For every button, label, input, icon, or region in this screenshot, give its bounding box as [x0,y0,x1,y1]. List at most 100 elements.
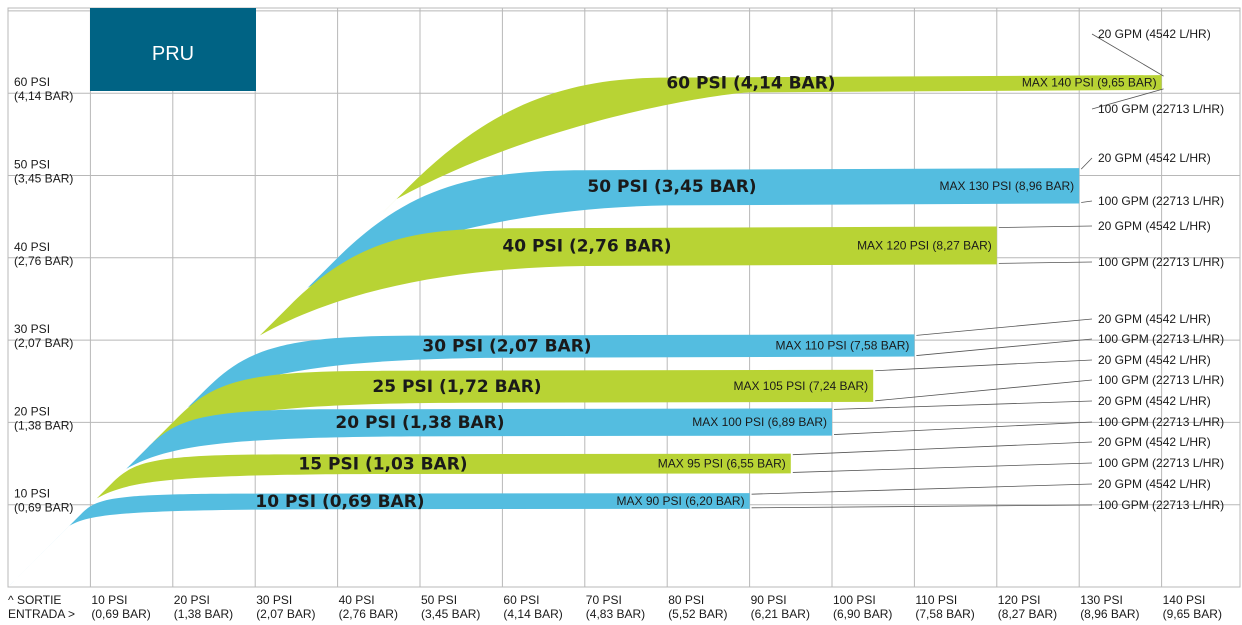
max-label-25: MAX 105 PSI (7,24 BAR) [733,379,868,393]
x-tick-label: 100 PSI [833,593,876,607]
x-tick-label-bar: (4,83 BAR) [586,607,645,621]
x-tick-label: 90 PSI [751,593,787,607]
leader-high-10 [751,504,1093,509]
brand-rect [90,8,256,91]
band-label-30: 30 PSI (2,07 BAR) [422,336,591,356]
flow-label-low-25: 20 GPM (4542 L/HR) [1098,353,1211,367]
band-label-40: 40 PSI (2,76 BAR) [502,236,671,256]
flow-label-low-30: 20 GPM (4542 L/HR) [1098,312,1211,326]
band-label-15: 15 PSI (1,03 BAR) [298,455,467,475]
x-tick-label: 120 PSI [998,593,1041,607]
x-tick-label-bar: (0,69 BAR) [91,607,150,621]
x-tick-label: 140 PSI [1163,593,1206,607]
flow-label-low-60: 20 GPM (4542 L/HR) [1098,27,1211,41]
plot-frame [7,7,1241,588]
x-tick-label-bar: (9,65 BAR) [1163,607,1222,621]
flow-label-high-60: 100 GPM (22713 L/HR) [1098,102,1224,116]
band-label-25: 25 PSI (1,72 BAR) [372,377,541,397]
y-tick-label: 20 PSI [14,404,50,418]
band-10-psi [8,493,750,587]
leader-low-20 [833,400,1093,410]
leader-low-15 [792,441,1093,456]
brand-label: PRU [152,43,194,65]
x-tick-label-bar: (2,76 BAR) [339,607,398,621]
chart-labels: 10 PSI (0,69 BAR) MAX 90 PSI (6,20 BAR) 20… [255,27,1224,512]
band-15-psi [8,453,791,587]
x-tick-label-bar: (1,38 BAR) [174,607,233,621]
max-label-60: MAX 140 PSI (9,65 BAR) [1022,76,1157,90]
flow-label-low-20: 20 GPM (4542 L/HR) [1098,394,1211,408]
y-tick-label: 30 PSI [14,322,50,336]
flow-label-high-50: 100 GPM (22713 L/HR) [1098,194,1224,208]
x-tick-label-bar: (6,21 BAR) [751,607,810,621]
x-tick-label-bar: (7,58 BAR) [915,607,974,621]
flow-label-high-15: 100 GPM (22713 L/HR) [1098,456,1224,470]
x-tick-label: 30 PSI [256,593,292,607]
band-label-10: 10 PSI (0,69 BAR) [255,492,424,512]
x-tick-label: 20 PSI [174,593,210,607]
x-tick-label-bar: (4,14 BAR) [503,607,562,621]
leader-low-50 [1080,157,1093,170]
band-40-psi [8,226,997,587]
x-tick-label: 10 PSI [91,593,127,607]
x-tick-label-bar: (8,96 BAR) [1080,607,1139,621]
x-tick-label-bar: (5,52 BAR) [668,607,727,621]
band-label-20: 20 PSI (1,38 BAR) [335,413,504,433]
flow-label-low-50: 20 GPM (4542 L/HR) [1098,151,1211,165]
y-tick-label-bar: (2,76 BAR) [14,254,73,268]
x-tick-label-bar: (6,90 BAR) [833,607,892,621]
y-tick-label-bar: (2,07 BAR) [14,336,73,350]
x-tick-label-bar: (2,07 BAR) [256,607,315,621]
pressure-bands [8,75,1162,588]
max-label-10: MAX 90 PSI (6,20 BAR) [617,494,745,508]
max-label-20: MAX 100 PSI (6,89 BAR) [692,415,827,429]
y-tick-label-bar: (1,38 BAR) [14,418,73,432]
x-tick-label-bar: (8,27 BAR) [998,607,1057,621]
brand-box: PRU [90,8,256,91]
y-tick-label: 60 PSI [14,75,50,89]
x-tick-label: 130 PSI [1080,593,1123,607]
max-label-40: MAX 120 PSI (8,27 BAR) [857,238,992,252]
leader-low-60 [1091,33,1164,77]
x-tick-label: 60 PSI [503,593,539,607]
band-label-50: 50 PSI (3,45 BAR) [587,177,756,197]
y-tick-label-bar: (4,14 BAR) [14,89,73,103]
leader-high-60 [1091,88,1164,110]
leader-low-40 [998,225,1093,228]
max-label-50: MAX 130 PSI (8,96 BAR) [939,179,1074,193]
leader-high-40 [998,261,1093,264]
leader-high-50 [1081,200,1093,203]
flow-label-high-10: 100 GPM (22713 L/HR) [1098,498,1224,512]
flow-label-low-15: 20 GPM (4542 L/HR) [1098,435,1211,449]
flow-label-high-25: 100 GPM (22713 L/HR) [1098,373,1224,387]
flow-label-low-10: 20 GPM (4542 L/HR) [1098,477,1211,491]
max-label-30: MAX 110 PSI (7,58 BAR) [776,338,910,352]
x-tick-label: 110 PSI [915,593,957,607]
flow-leader-lines [751,33,1164,509]
x-tick-label: 80 PSI [668,593,704,607]
flow-label-high-20: 100 GPM (22713 L/HR) [1098,415,1224,429]
y-axis-title: ^ SORTIE [8,593,61,607]
max-label-15: MAX 95 PSI (6,55 BAR) [658,457,786,471]
leader-low-25 [875,359,1093,372]
flow-label-high-30: 100 GPM (22713 L/HR) [1098,332,1224,346]
x-tick-label-bar: (3,45 BAR) [421,607,480,621]
leader-low-30 [916,318,1093,336]
x-tick-label: 50 PSI [421,593,457,607]
leader-high-20 [833,421,1093,435]
leader-high-15 [792,462,1093,473]
y-tick-label: 50 PSI [14,158,50,172]
leader-high-25 [875,379,1093,402]
band-label-60: 60 PSI (4,14 BAR) [666,74,835,94]
y-tick-label-bar: (3,45 BAR) [14,172,73,186]
axis-labels: 10 PSI(0,69 BAR)20 PSI(1,38 BAR)30 PSI(2… [8,75,1222,621]
y-tick-label-bar: (0,69 BAR) [14,501,73,515]
band-25-psi [8,369,874,587]
leader-low-10 [751,483,1093,495]
x-axis-title: ENTRADA > [8,607,75,621]
y-tick-label: 10 PSI [14,487,50,501]
band-20-psi [8,408,832,587]
x-tick-label: 40 PSI [339,593,375,607]
flow-label-high-40: 100 GPM (22713 L/HR) [1098,255,1224,269]
